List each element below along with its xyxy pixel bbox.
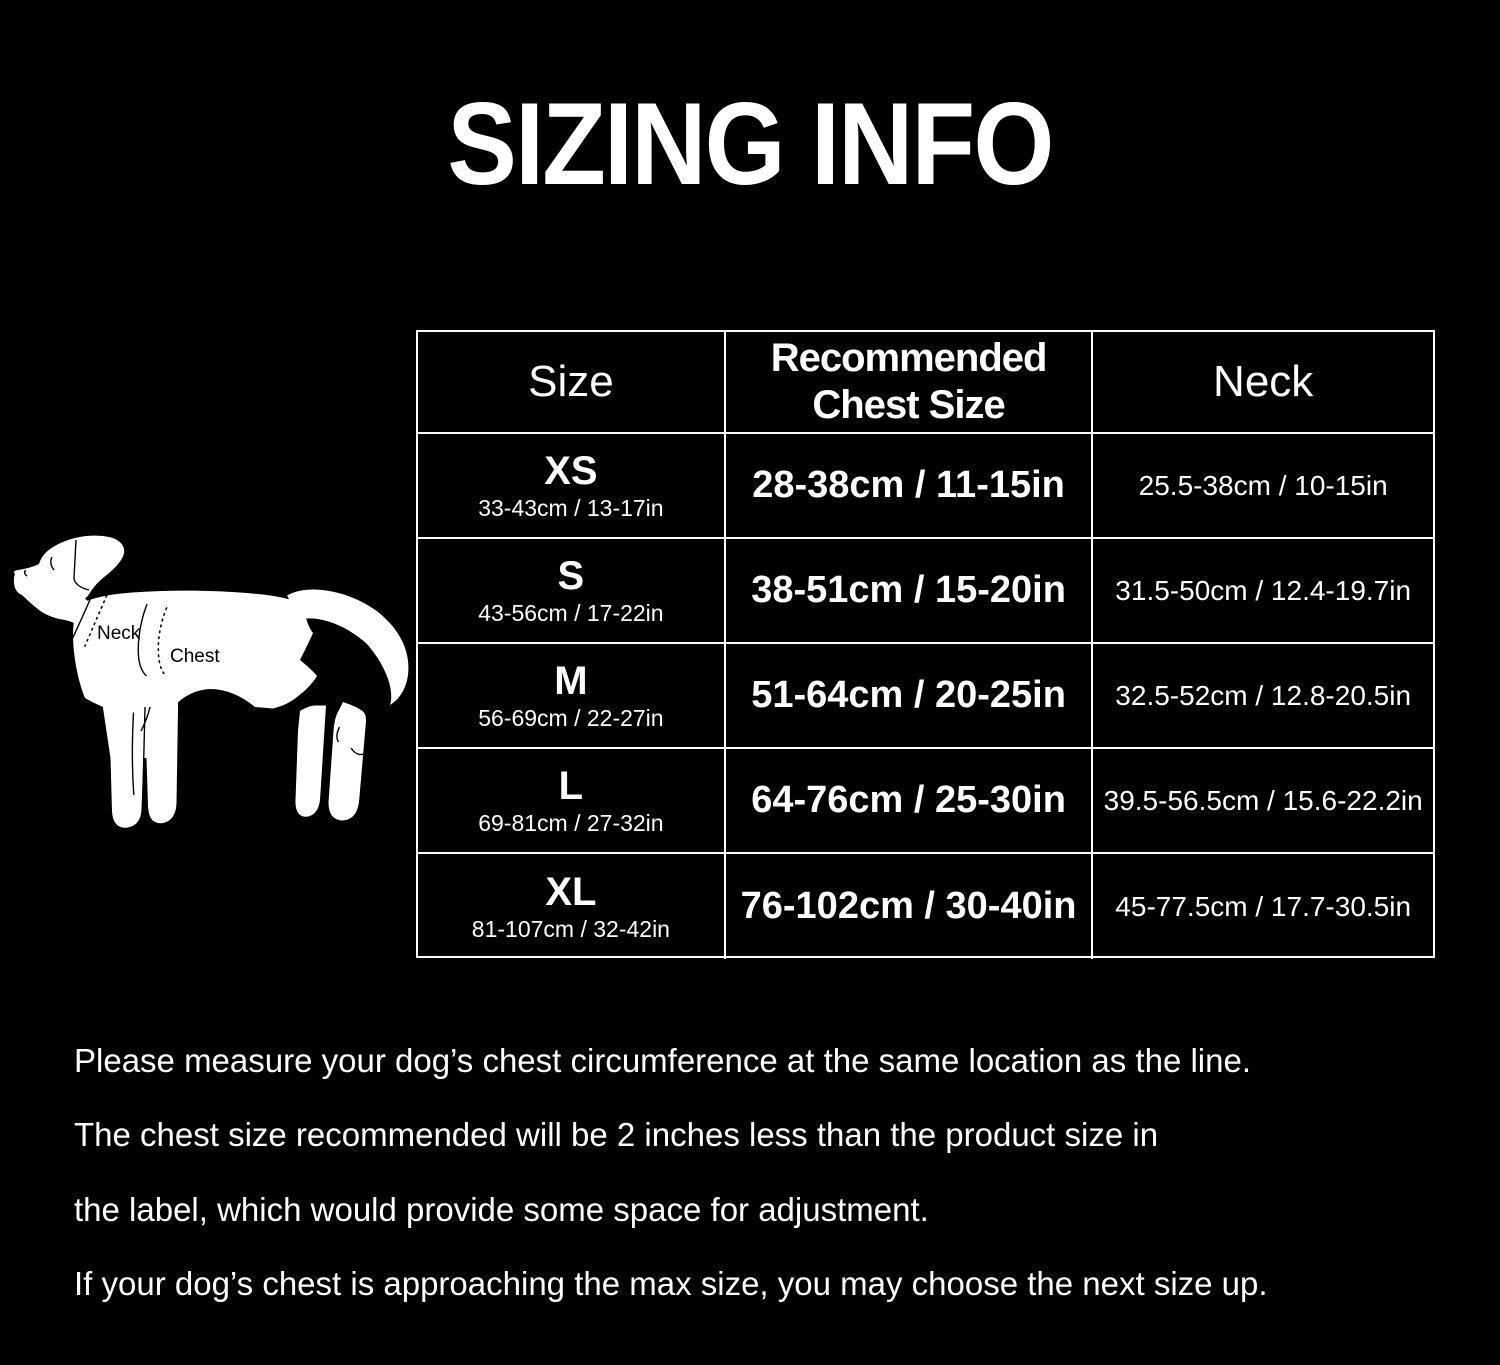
svg-text:Neck: Neck [97,623,141,644]
svg-text:Chest: Chest [170,646,220,667]
